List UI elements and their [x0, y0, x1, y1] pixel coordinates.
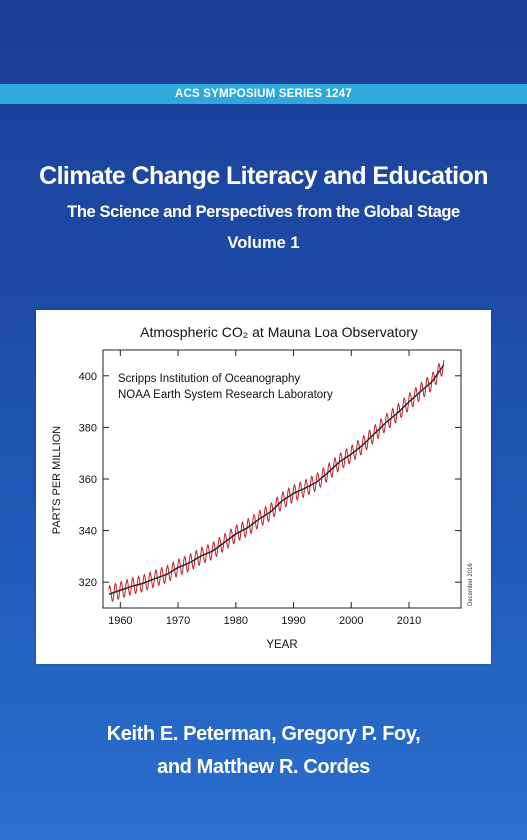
x-tick-label: 2000: [339, 615, 363, 627]
x-axis-label: YEAR: [266, 639, 297, 651]
co2-trend-line: [108, 364, 445, 595]
y-tick-label: 380: [79, 422, 97, 434]
y-tick-label: 400: [79, 371, 97, 383]
series-label: ACS SYMPOSIUM SERIES 1247: [0, 84, 527, 104]
y-tick-label: 340: [79, 526, 97, 538]
chart-title: Atmospheric CO₂ at Mauna Loa Observatory: [140, 324, 418, 340]
authors-line-2: and Matthew R. Cordes: [157, 756, 370, 778]
monthly-co2-line: [108, 360, 445, 603]
chart-annotation-2: NOAA Earth System Research Laboratory: [118, 389, 333, 401]
x-tick-label: 2010: [397, 615, 421, 627]
x-tick-label: 1990: [281, 615, 305, 627]
authors-line-1: Keith E. Peterman, Gregory P. Foy,: [106, 723, 421, 745]
book-subtitle: The Science and Perspectives from the Gl…: [67, 203, 460, 221]
y-tick-label: 360: [79, 474, 97, 486]
y-tick-label: 320: [79, 577, 97, 589]
y-axis-label: PARTS PER MILLION: [51, 426, 63, 534]
co2-chart: Atmospheric CO₂ at Mauna Loa Observatory…: [51, 324, 474, 651]
co2-chart-figure: Atmospheric CO₂ at Mauna Loa Observatory…: [36, 310, 491, 664]
side-note: December 2016: [468, 563, 474, 606]
volume-label: Volume 1: [227, 234, 300, 252]
x-tick-label: 1970: [166, 615, 190, 627]
book-title: Climate Change Literacy and Education: [39, 162, 488, 190]
chart-annotation-1: Scripps Institution of Oceanography: [118, 373, 300, 385]
x-tick-label: 1980: [224, 615, 248, 627]
x-tick-label: 1960: [108, 615, 132, 627]
